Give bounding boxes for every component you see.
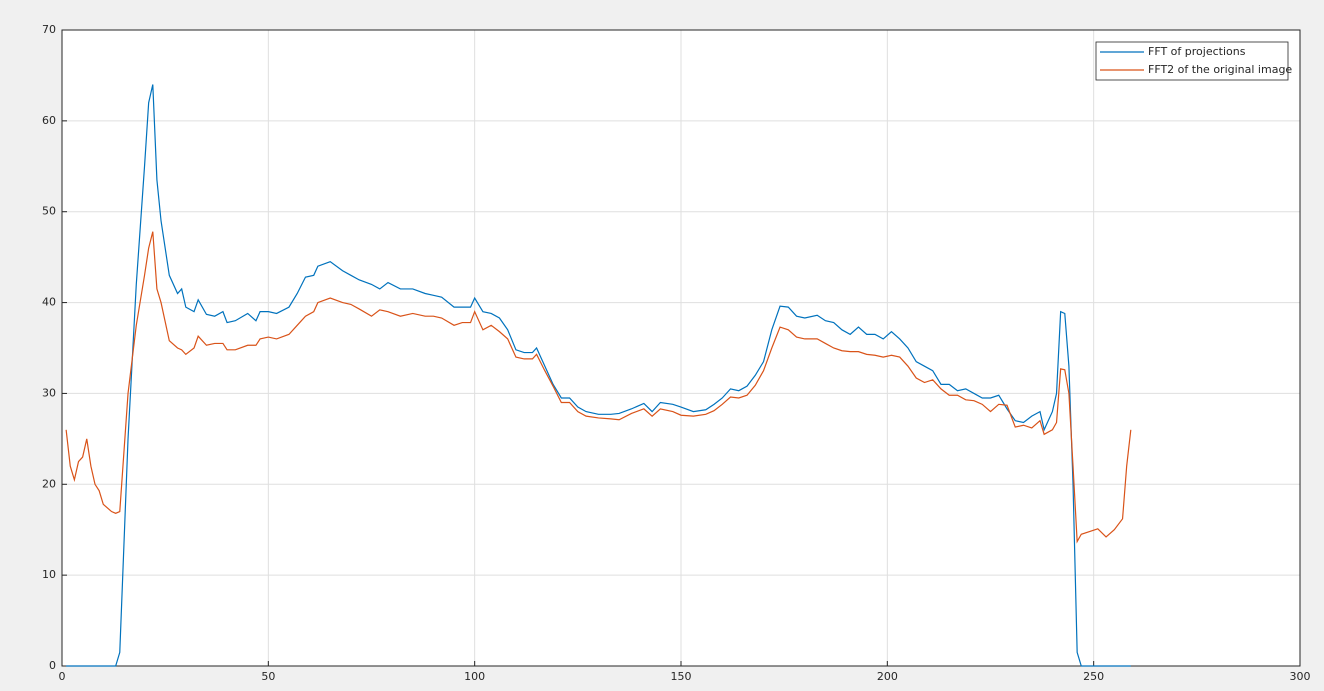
x-tick-label: 250 <box>1083 670 1104 683</box>
y-tick-label: 70 <box>42 23 56 36</box>
line-series <box>65 231 1132 544</box>
legend: FFT of projections FFT2 of the original i… <box>1095 41 1292 81</box>
y-tick-label: 50 <box>42 205 56 218</box>
x-tick-label: 100 <box>464 670 485 683</box>
x-tick-label: 50 <box>261 670 275 683</box>
axes-box <box>61 29 1301 667</box>
legend-label: FFT2 of the original image <box>1148 63 1292 76</box>
y-tick-label: 40 <box>42 296 56 309</box>
y-tick-label: 60 <box>42 114 56 127</box>
line-series <box>66 84 1131 667</box>
x-tick-label: 0 <box>59 670 66 683</box>
legend-label: FFT of projections <box>1148 45 1246 58</box>
x-tick-label: 300 <box>1290 670 1311 683</box>
y-tick-label: 10 <box>42 568 56 581</box>
x-tick-label: 200 <box>877 670 898 683</box>
y-tick-label: 20 <box>42 477 56 490</box>
legend-box <box>1095 41 1289 81</box>
y-tick-label: 0 <box>49 659 56 672</box>
x-tick-label: 150 <box>671 670 692 683</box>
y-tick-label: 30 <box>42 386 56 399</box>
